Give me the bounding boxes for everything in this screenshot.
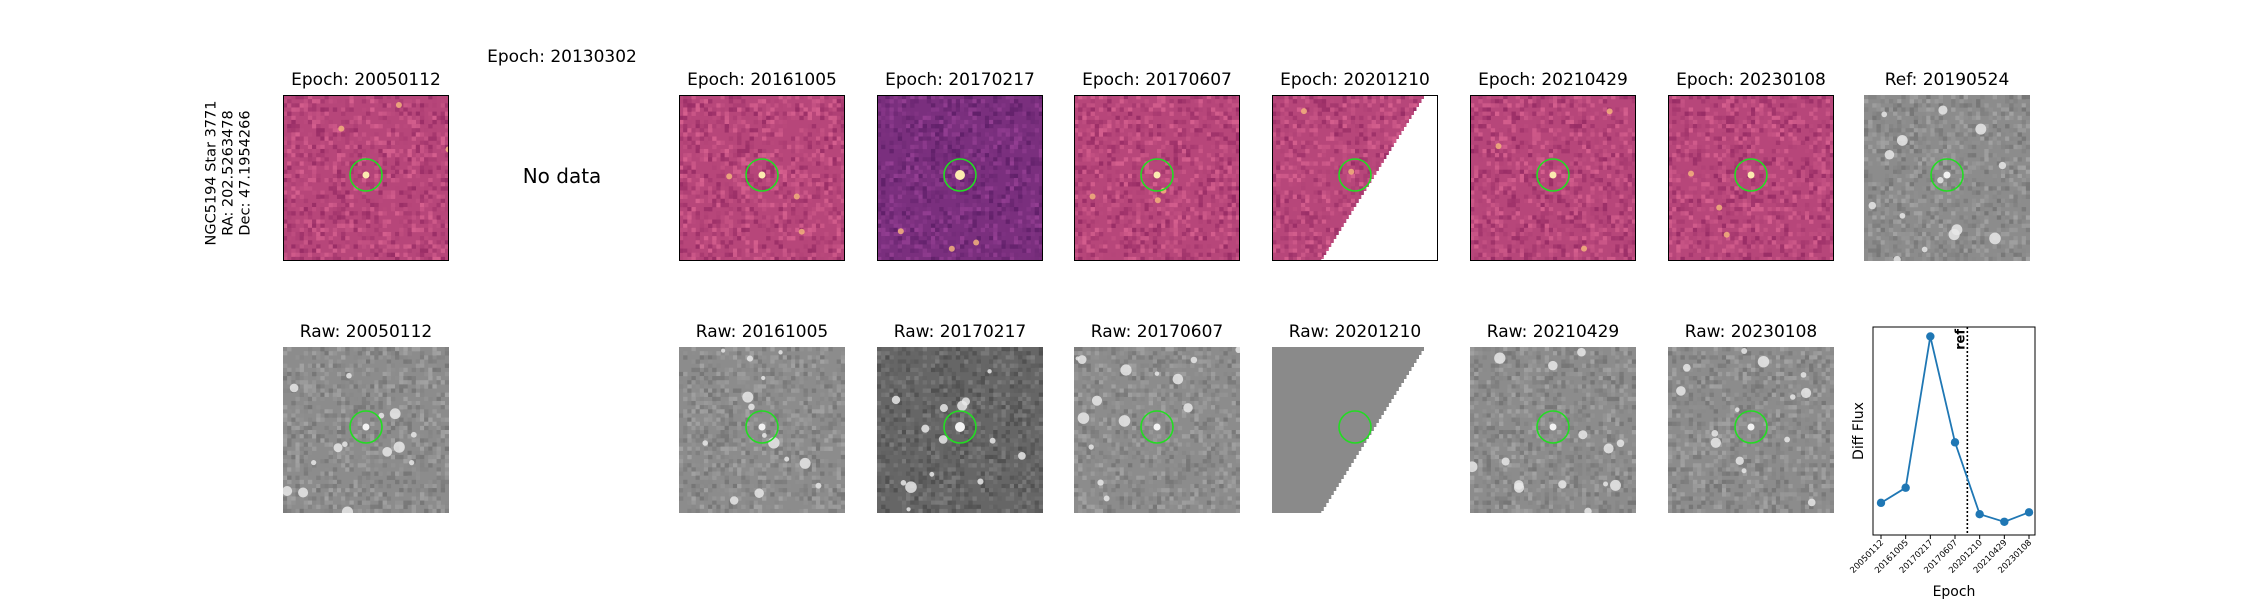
raw-image-2 — [877, 347, 1043, 513]
chart-frame — [1872, 326, 2036, 536]
diff-title-7: Epoch: 20230108 — [1676, 70, 1826, 90]
data-point-20230108 — [2024, 508, 2034, 517]
y-axis-label: Diff Flux — [1851, 402, 1867, 460]
diff-title-5: Epoch: 20201210 — [1280, 70, 1430, 90]
raw-title-4: Raw: 20201210 — [1288, 322, 1422, 342]
diff-title-3: Epoch: 20170217 — [885, 70, 1035, 90]
diff-title-1: Epoch: 20130302 — [487, 47, 637, 67]
diff-image-0 — [283, 95, 449, 261]
data-point-20161005 — [1901, 483, 1910, 492]
data-point-20201210 — [1975, 510, 1984, 519]
diff-title-4: Epoch: 20170607 — [1082, 70, 1232, 90]
diff-title-0: Epoch: 20050112 — [291, 70, 441, 90]
diff-image-7 — [1668, 95, 1834, 261]
data-point-20210429 — [2000, 517, 2009, 526]
raw-title-0: Raw: 20050112 — [299, 322, 433, 342]
diff-title-6: Epoch: 20210429 — [1478, 70, 1628, 90]
raw-image-6 — [1668, 347, 1834, 513]
ref-label: ref — [1953, 329, 1968, 350]
ref-title: Ref: 20190524 — [1884, 70, 2010, 90]
raw-title-1: Raw: 20161005 — [695, 322, 829, 342]
data-point-20170217 — [1926, 332, 1935, 341]
diff-image-2 — [679, 95, 845, 261]
raw-title-2: Raw: 20170217 — [893, 322, 1027, 342]
data-point-20170607 — [1950, 438, 1960, 447]
raw-image-0 — [283, 347, 449, 513]
diff-title-2: Epoch: 20161005 — [687, 70, 837, 90]
diff-image-6 — [1470, 95, 1636, 261]
raw-image-3 — [1074, 347, 1240, 513]
ref-image — [1864, 95, 2030, 261]
diff-image-3 — [877, 95, 1043, 261]
raw-image-1 — [679, 347, 845, 513]
data-point-20050112 — [1876, 498, 1886, 508]
no-data-label: No data — [522, 164, 602, 188]
x-axis-label: Epoch — [1933, 584, 1976, 600]
diff-image-5 — [1272, 95, 1438, 261]
raw-image-5 — [1470, 347, 1636, 513]
diff-image-4 — [1074, 95, 1240, 261]
series-line — [1880, 336, 2030, 523]
raw-title-3: Raw: 20170607 — [1090, 322, 1224, 342]
raw-title-5: Raw: 20210429 — [1486, 322, 1620, 342]
raw-title-6: Raw: 20230108 — [1684, 322, 1818, 342]
raw-image-4 — [1272, 347, 1438, 513]
